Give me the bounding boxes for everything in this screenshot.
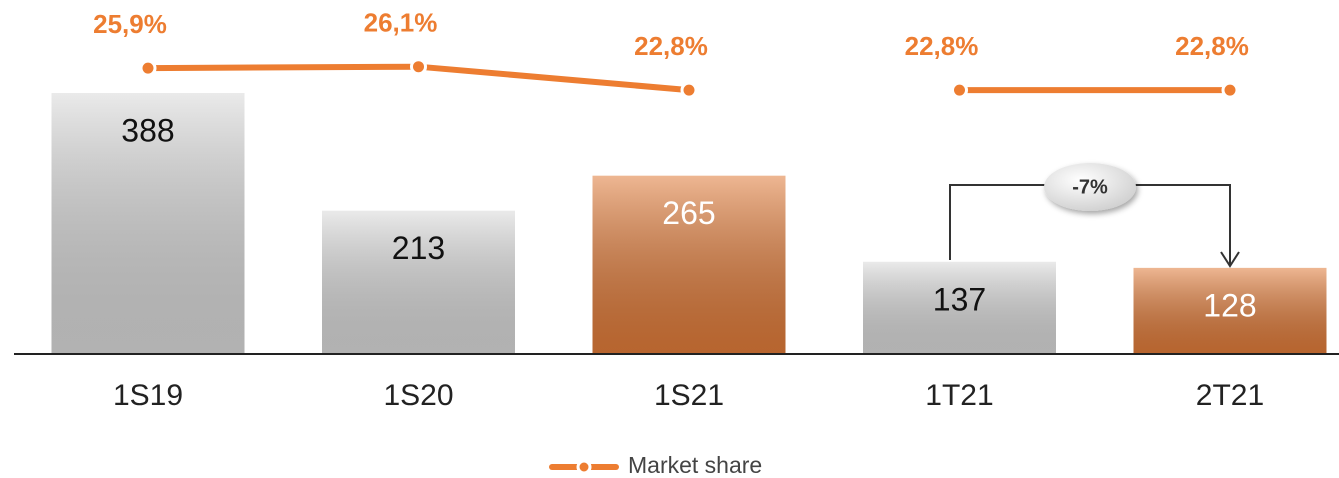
line-point — [139, 59, 157, 77]
legend-swatch-point — [576, 459, 592, 475]
legend-label: Market share — [628, 452, 762, 478]
line-value-label: 22,8% — [905, 31, 979, 61]
bar-value-label: 128 — [1203, 287, 1256, 323]
line-point — [410, 58, 427, 76]
line-value-label: 22,8% — [1175, 31, 1249, 61]
x-tick-label: 1S20 — [383, 379, 453, 412]
line-value-label: 22,8% — [634, 31, 708, 61]
bar-shade — [592, 175, 786, 354]
bar-value-label: 265 — [662, 195, 715, 231]
bar-shade — [863, 261, 1056, 354]
x-tick-label: 1S19 — [113, 379, 183, 412]
line-value-label: 25,9% — [93, 9, 167, 39]
line-point — [951, 81, 968, 99]
x-tick-label: 1S21 — [654, 379, 724, 412]
bar-value-label: 388 — [121, 113, 174, 149]
line-point — [1221, 81, 1239, 99]
x-tick-label: 2T21 — [1196, 379, 1264, 412]
bar-shade — [1133, 267, 1327, 354]
annotation: -7% — [1072, 176, 1108, 198]
line-point — [680, 81, 698, 99]
bar-value-label: 137 — [933, 281, 986, 317]
x-tick-label: 1T21 — [925, 379, 993, 412]
bar-value-label: 213 — [392, 230, 445, 266]
bar-shade — [51, 93, 245, 354]
line-value-label: 26,1% — [364, 8, 438, 38]
bar-shade — [322, 210, 515, 354]
annotation-bubble — [1044, 163, 1136, 211]
